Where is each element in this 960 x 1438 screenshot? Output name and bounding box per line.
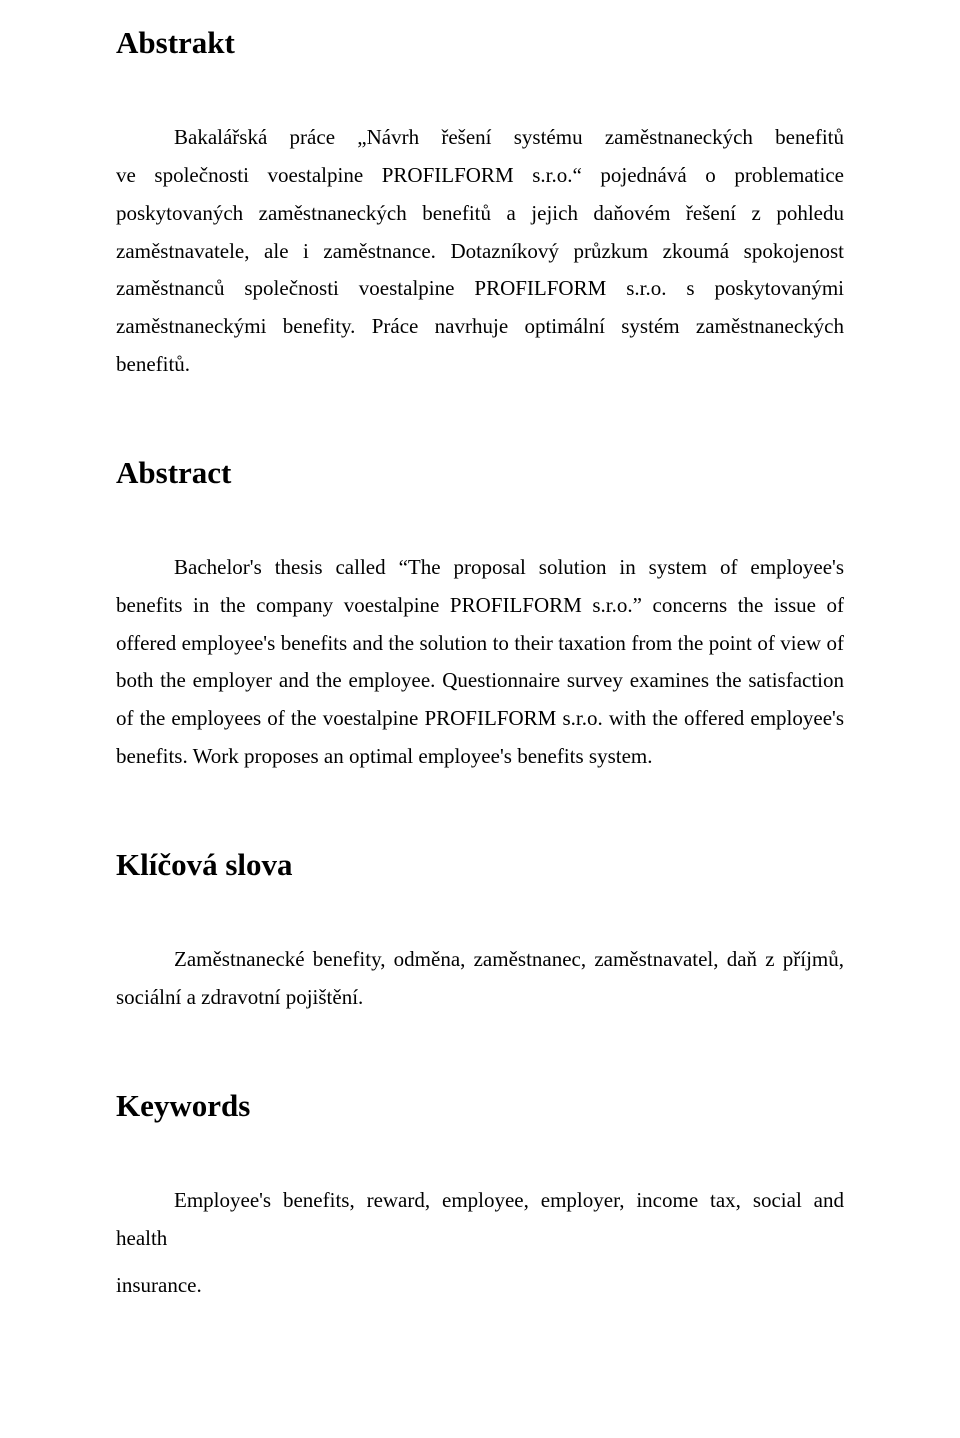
paragraph-abstract: Bachelor's thesis called “The proposal s… xyxy=(116,549,844,776)
paragraph-keywords-line2: insurance. xyxy=(116,1267,844,1305)
heading-abstrakt: Abstrakt xyxy=(116,24,844,61)
heading-klicova-slova: Klíčová slova xyxy=(116,846,844,883)
paragraph-klicova-slova: Zaměstnanecké benefity, odměna, zaměstna… xyxy=(116,941,844,1017)
heading-keywords: Keywords xyxy=(116,1087,844,1124)
heading-abstract: Abstract xyxy=(116,454,844,491)
page-container: Abstrakt Bakalářská práce „Návrh řešení … xyxy=(0,0,960,1438)
paragraph-keywords-line1: Employee's benefits, reward, employee, e… xyxy=(116,1182,844,1258)
paragraph-abstrakt: Bakalářská práce „Návrh řešení systému z… xyxy=(116,119,844,384)
